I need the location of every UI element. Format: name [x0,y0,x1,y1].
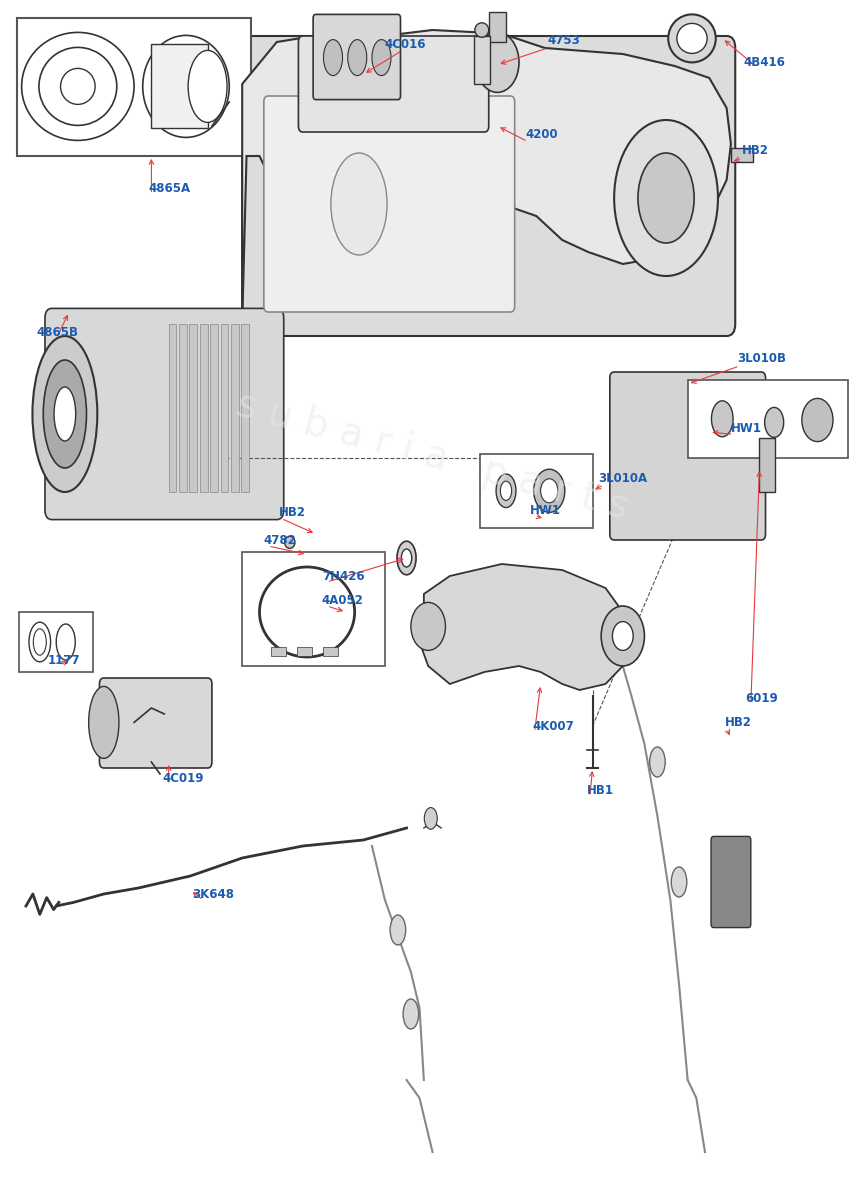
Text: 4B416: 4B416 [744,56,785,68]
Bar [489,12,506,42]
Bar [759,438,775,492]
Ellipse shape [676,23,708,53]
Bar [731,148,753,162]
Bar [474,36,490,84]
Ellipse shape [500,481,512,500]
Bar [17,18,251,156]
Text: HB2: HB2 [279,506,305,520]
Bar [210,324,218,492]
Ellipse shape [372,40,391,76]
Ellipse shape [43,360,86,468]
Bar [221,324,228,492]
Text: s u b a r i a   p a r t s: s u b a r i a p a r t s [232,385,633,527]
Text: 4C019: 4C019 [163,773,204,786]
Text: HW1: HW1 [529,504,561,516]
Text: 4A052: 4A052 [322,594,363,607]
Bar [200,324,208,492]
Text: 6019: 6019 [746,692,778,704]
Text: 4753: 4753 [548,35,580,47]
Text: HW1: HW1 [731,422,762,434]
Text: 4865A: 4865A [149,182,191,194]
Ellipse shape [330,152,388,254]
Bar [19,612,93,672]
FancyBboxPatch shape [610,372,766,540]
Ellipse shape [88,686,119,758]
Ellipse shape [671,866,687,898]
Text: 7H426: 7H426 [322,570,364,582]
Text: HB1: HB1 [586,785,613,797]
PathPatch shape [242,30,731,324]
Ellipse shape [614,120,718,276]
Bar [189,324,197,492]
Circle shape [411,602,445,650]
Text: 3L010B: 3L010B [737,353,786,365]
Ellipse shape [401,550,412,566]
Ellipse shape [424,808,438,829]
Bar [297,647,312,656]
Ellipse shape [390,914,406,946]
Ellipse shape [189,50,227,122]
Circle shape [541,479,558,503]
FancyBboxPatch shape [264,96,515,312]
Ellipse shape [765,407,784,437]
Ellipse shape [285,536,295,548]
Bar [169,324,176,492]
Text: 4K007: 4K007 [532,720,573,732]
Bar [151,44,208,128]
Ellipse shape [403,998,419,1028]
Bar [242,552,385,666]
Bar [688,380,848,458]
Ellipse shape [475,23,489,37]
Bar [179,324,187,492]
Text: 3L010A: 3L010A [599,473,648,485]
Ellipse shape [61,68,95,104]
Bar [480,454,593,528]
Circle shape [534,469,565,512]
Ellipse shape [638,152,695,242]
Bar [323,647,338,656]
FancyBboxPatch shape [313,14,400,100]
PathPatch shape [420,564,631,690]
Ellipse shape [54,386,76,440]
FancyBboxPatch shape [711,836,751,928]
Text: HB2: HB2 [742,144,769,156]
Text: 4C016: 4C016 [385,38,426,50]
Ellipse shape [650,746,665,778]
FancyBboxPatch shape [242,36,735,336]
Ellipse shape [497,474,516,508]
Text: HB2: HB2 [725,716,752,728]
Bar [271,647,286,656]
Text: 3K648: 3K648 [192,888,234,900]
Ellipse shape [397,541,416,575]
Text: 4865B: 4865B [36,326,79,338]
FancyBboxPatch shape [298,36,489,132]
Circle shape [802,398,833,442]
Ellipse shape [324,40,343,76]
Text: 4200: 4200 [525,128,558,140]
Ellipse shape [33,336,97,492]
Circle shape [601,606,644,666]
Ellipse shape [348,40,367,76]
Ellipse shape [711,401,734,437]
Circle shape [476,32,519,92]
Circle shape [612,622,633,650]
Text: 4782: 4782 [264,534,297,546]
Bar [241,324,249,492]
Bar [231,324,239,492]
Ellipse shape [669,14,716,62]
FancyBboxPatch shape [45,308,284,520]
FancyBboxPatch shape [99,678,212,768]
Text: 1177: 1177 [48,654,80,667]
